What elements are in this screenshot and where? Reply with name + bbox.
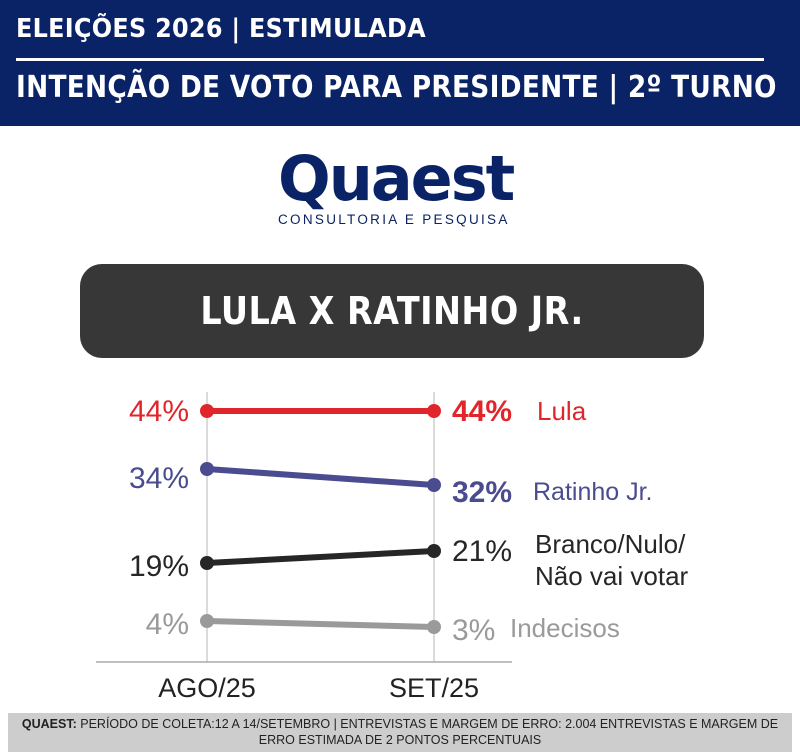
series-point-4-1 xyxy=(200,614,214,628)
series-line-3 xyxy=(204,548,437,566)
series-point-1-2 xyxy=(427,404,441,418)
logo-wordmark: Quaest xyxy=(278,142,515,215)
footer-text: QUAEST: PERÍODO DE COLETA:12 A 14/SETEMB… xyxy=(8,716,792,748)
series-name-3-line-1: Branco/Nulo/ xyxy=(535,529,686,559)
header-bar: ELEIÇÕES 2026 | ESTIMULADA INTENÇÃO DE V… xyxy=(0,0,800,126)
series-name-1: Lula xyxy=(537,396,587,426)
series-line-4 xyxy=(204,618,437,630)
footer-details: PERÍODO DE COLETA:12 A 14/SETEMBRO | ENT… xyxy=(80,717,779,747)
series-line-2 xyxy=(204,466,437,488)
series-name-3-line-2: Não vai votar xyxy=(535,561,689,591)
data-label-4-2: 3% xyxy=(452,614,495,647)
data-label-1-1: 44% xyxy=(129,395,189,428)
logo-squares-icon xyxy=(284,168,303,197)
series-point-2-1 xyxy=(200,462,214,476)
footer-source: QUAEST: xyxy=(21,717,77,731)
x-tick-label-2: SET/25 xyxy=(389,673,479,703)
logo-subtitle: CONSULTORIA E PESQUISA xyxy=(278,212,510,227)
data-label-4-1: 4% xyxy=(146,608,189,641)
header-title: ELEIÇÕES 2026 | ESTIMULADA xyxy=(16,14,426,44)
series-point-4-2 xyxy=(427,620,441,634)
series-name-4: Indecisos xyxy=(510,613,620,643)
data-label-3-2: 21% xyxy=(452,535,512,568)
quaest-logo: Quaest CONSULTORIA E PESQUISA xyxy=(258,144,515,238)
series-name-2: Ratinho Jr. xyxy=(533,478,653,506)
data-label-3-1: 19% xyxy=(129,550,189,583)
data-label-2-1: 34% xyxy=(129,462,189,495)
series-point-2-2 xyxy=(427,478,441,492)
matchup-banner: LULA X RATINHO JR. xyxy=(80,264,704,358)
header-subtitle: INTENÇÃO DE VOTO PARA PRESIDENTE | 2º TU… xyxy=(16,70,777,105)
x-tick-label-1: AGO/25 xyxy=(158,673,256,703)
header-divider xyxy=(16,58,764,61)
data-label-1-2: 44% xyxy=(452,395,512,428)
data-label-2-2: 32% xyxy=(452,476,512,509)
matchup-title: LULA X RATINHO JR. xyxy=(200,289,584,333)
line-chart: AGO/25 SET/25 44% 44% Lula 34% 32% Ratinho Jr. 1… xyxy=(96,392,689,703)
series-point-3-2 xyxy=(427,544,441,558)
series-point-3-1 xyxy=(200,556,214,570)
footer-note: QUAEST: PERÍODO DE COLETA:12 A 14/SETEMB… xyxy=(8,713,792,752)
series-point-1-1 xyxy=(200,404,214,418)
